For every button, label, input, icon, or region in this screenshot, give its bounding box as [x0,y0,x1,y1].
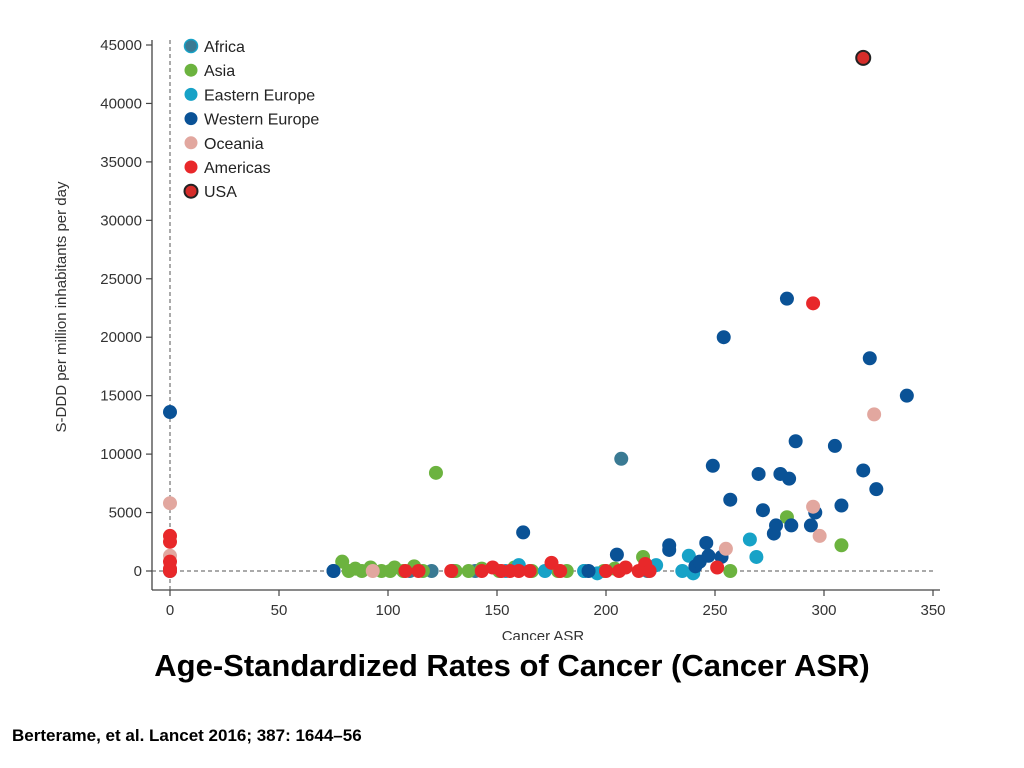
axes [151,40,940,591]
legend-label-africa: Africa [204,39,245,56]
y-tick-label: 10000 [100,446,142,463]
point-oceania [718,541,733,556]
point-americas [522,564,537,578]
y-tick-label: 45000 [100,37,142,54]
point-western-europe [803,518,818,533]
point-asia [428,465,443,480]
point-western-europe [326,564,341,578]
x-tick-label: 300 [811,602,836,619]
point-usa [855,49,872,66]
x-tick-label: 100 [375,602,400,619]
point-eastern-europe [749,549,764,564]
point-americas [398,564,413,578]
point-western-europe [581,564,596,578]
y-tick-label: 30000 [100,212,142,229]
point-americas [544,555,559,570]
point-americas [411,564,426,578]
point-asia [461,564,476,578]
point-eastern-europe [675,564,690,578]
legend-marker-oceania [184,136,198,150]
point-western-europe [899,388,914,403]
point-americas [642,564,657,578]
point-western-europe [834,498,849,513]
scatter-chart: 0 50 100 150 200 250 300 350 0 5000 10000 15000 2000… [53,37,946,640]
legend: Africa Asia Eastern Europe Western Europe Oc… [183,38,319,201]
point-western-europe [662,538,677,553]
legend-marker-western-europe [184,112,198,126]
point-eastern-europe [681,548,696,563]
y-tick-label: 15000 [100,388,142,405]
point-western-europe [699,535,714,550]
y-tick-label: 35000 [100,154,142,171]
x-axis-title: Cancer ASR [502,628,585,640]
point-americas [444,564,459,578]
point-americas [163,534,177,549]
point-western-europe [701,548,716,563]
citation: Berterame, et al. Lancet 2016; 387: 1644… [12,726,362,745]
point-western-europe [755,503,770,518]
point-western-europe [723,492,738,507]
point-western-europe [716,330,731,345]
point-western-europe [827,438,842,453]
x-tick-label: 0 [166,602,174,619]
legend-marker-americas [184,160,198,174]
point-western-europe [609,547,624,562]
point-americas [553,564,568,578]
point-americas [618,560,633,575]
y-tick-label: 20000 [100,329,142,346]
point-western-europe [862,351,877,366]
y-tick-label: 0 [134,563,142,580]
point-americas [806,296,821,311]
point-western-europe [751,466,766,481]
legend-label-oceania: Oceania [204,136,264,153]
legend-label-eastern-europe: Eastern Europe [204,87,315,104]
point-asia [834,538,849,553]
x-tick-label: 250 [702,602,727,619]
point-oceania [812,528,827,543]
slide-title: Age-Standardized Rates of Cancer (Cancer… [154,648,870,683]
point-americas [474,564,489,578]
legend-label-usa: USA [204,184,237,201]
point-eastern-europe [742,532,757,547]
legend-marker-asia [184,63,198,77]
point-western-europe [784,518,799,533]
legend-marker-usa [183,183,199,199]
x-tick-label: 200 [593,602,618,619]
point-western-europe [856,463,871,478]
point-americas [511,564,526,578]
legend-marker-eastern-europe [184,87,198,101]
x-tick-label: 350 [920,602,945,619]
point-oceania [806,499,821,514]
point-americas [599,564,613,578]
point-western-europe [788,434,803,449]
legend-marker-africa [183,38,199,54]
y-tick-label: 5000 [109,505,142,522]
legend-label-western-europe: Western Europe [204,112,319,129]
point-americas [163,564,177,578]
point-western-europe [516,525,531,540]
point-western-europe [705,458,720,473]
point-oceania [163,496,177,511]
point-asia [723,564,738,578]
point-western-europe [769,518,784,533]
y-axis-title: S-DDD per million inhabitants per day [53,181,70,432]
axis-ticks: 0 50 100 150 200 250 300 350 0 5000 10000 15000 2000… [100,37,945,619]
point-western-europe [163,405,177,420]
point-oceania [867,407,882,422]
point-western-europe [779,291,794,306]
point-africa [614,451,629,466]
legend-label-asia: Asia [204,63,235,80]
legend-label-americas: Americas [204,160,271,177]
data-points [163,49,914,581]
point-western-europe [782,471,797,486]
x-tick-label: 50 [271,602,288,619]
y-tick-label: 40000 [100,95,142,112]
point-oceania [365,564,380,578]
point-americas [710,560,725,575]
y-tick-label: 25000 [100,271,142,288]
x-tick-label: 150 [484,602,509,619]
point-western-europe [869,482,884,497]
